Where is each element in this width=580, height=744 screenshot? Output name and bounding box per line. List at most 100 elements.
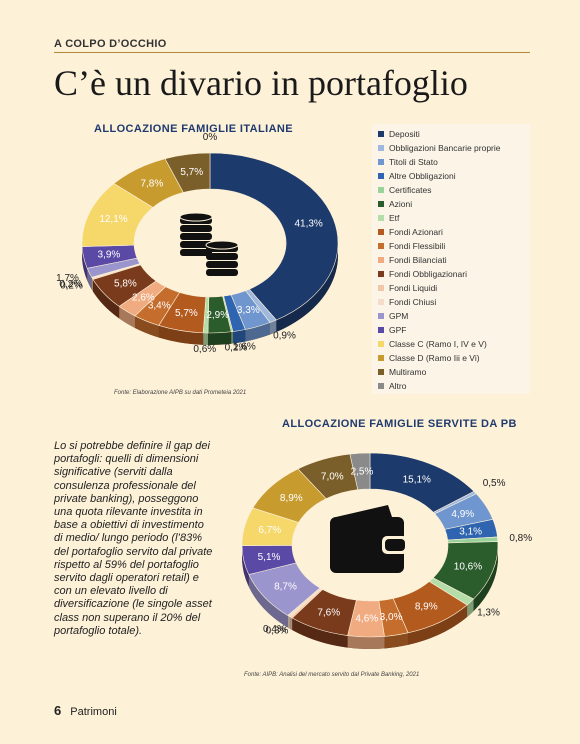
slice-side (158, 325, 204, 345)
data-label: 3,4% (148, 301, 171, 312)
legend-label: Fondi Flessibili (389, 241, 446, 251)
legend-swatch (378, 173, 384, 179)
legend-swatch (378, 131, 384, 137)
legend-label: Fondi Liquidi (389, 283, 438, 293)
body-paragraph: Lo si potrebbe definire il gap dei porta… (54, 440, 213, 637)
legend-swatch (378, 257, 384, 263)
legend-swatch (378, 355, 384, 361)
legend-item: Certificates (378, 183, 524, 197)
legend-label: GPM (389, 311, 409, 321)
wallet-icon (330, 505, 408, 573)
legend-swatch (378, 187, 384, 193)
data-label: 5,7% (180, 167, 203, 178)
legend-item: GPM (378, 309, 524, 323)
slice-side (82, 246, 88, 281)
slice-side (384, 632, 409, 649)
legend-label: Depositi (389, 129, 420, 139)
data-label: 7,0% (321, 472, 344, 483)
slice-side (119, 306, 136, 328)
data-label: 3,9% (98, 250, 121, 261)
slice-side (292, 618, 348, 648)
slice-side (408, 604, 468, 645)
slice-side (276, 243, 338, 333)
legend-swatch (378, 201, 384, 207)
legend-item: Classe C (Ramo I, IV e V) (378, 337, 524, 351)
data-label: 1,6% (233, 341, 256, 352)
data-label: 8,9% (280, 493, 303, 504)
legend-label: Fondi Azionari (389, 227, 443, 237)
legend-label: Etf (389, 213, 400, 223)
legend-item: Fondi Azionari (378, 225, 524, 239)
data-label: 0,8% (509, 533, 532, 544)
slice-side (203, 332, 208, 345)
legend-item: Fondi Liquidi (378, 281, 524, 295)
chart1-source: Fonte: Elaborazione AIPB su dati Promete… (114, 390, 247, 396)
data-label: 0,2% (60, 280, 83, 291)
legend-swatch (378, 145, 384, 151)
legend-swatch (378, 215, 384, 221)
data-label: 4,6% (355, 614, 378, 625)
data-label: 5,1% (258, 552, 281, 563)
slice-side (473, 545, 498, 612)
legend-label: GPF (389, 325, 407, 335)
legend-label: Multiramo (389, 367, 427, 377)
donut-chart-1: 41,3%0,9%3,3%1,6%0,2%2,9%0,6%5,7%3,4%2,6… (56, 132, 339, 355)
legend-swatch (378, 327, 384, 333)
slice-side (232, 329, 246, 344)
data-label: 3,3% (237, 305, 260, 316)
legend-label: Altro (389, 381, 407, 391)
data-label: 0,5% (483, 478, 506, 489)
legend-label: Certificates (389, 185, 432, 195)
legend-swatch (378, 243, 384, 249)
legend-label: Obbligazioni Bancarie proprie (389, 143, 501, 153)
page-footer: 6 Patrimoni (54, 703, 117, 718)
data-label: 0,2% (59, 279, 82, 290)
data-label: 2,6% (132, 293, 155, 304)
slice-side (231, 331, 233, 344)
legend-swatch (378, 313, 384, 319)
data-label: 2,5% (351, 467, 374, 478)
chart2-title: ALLOCAZIONE FAMIGLIE SERVITE DA PB (282, 418, 517, 430)
legend-label: Titoli di Stato (389, 157, 438, 167)
data-label: 0,9% (273, 330, 296, 341)
slice-side (467, 599, 474, 617)
chart-legend: Depositi Obbligazioni Bancarie proprie Tit… (372, 124, 530, 394)
slice-side (287, 615, 291, 629)
legend-swatch (378, 229, 384, 235)
data-label: 7,6% (317, 607, 340, 618)
legend-swatch (378, 159, 384, 165)
data-label: 10,6% (454, 561, 482, 572)
slice-side (87, 268, 92, 290)
legend-label: Altre Obbligazioni (389, 171, 456, 181)
slice-side (92, 279, 120, 319)
data-label: 0,2% (225, 343, 248, 354)
data-label: 41,3% (294, 219, 322, 230)
data-label: 7,8% (140, 179, 163, 190)
legend-item: Etf (378, 211, 524, 225)
data-label: 6,7% (258, 525, 281, 536)
data-label: 3,0% (380, 612, 403, 623)
data-label: 3,1% (459, 526, 482, 537)
legend-label: Fondi Bilanciati (389, 255, 447, 265)
legend-label: Azioni (389, 199, 413, 209)
legend-item: GPF (378, 323, 524, 337)
slice-side (269, 320, 277, 335)
legend-item: Altro (378, 379, 524, 393)
legend-item: Fondi Flessibili (378, 239, 524, 253)
data-label: 1,7% (56, 273, 79, 284)
data-label: 5,7% (175, 308, 198, 319)
data-label: 12,1% (99, 214, 127, 225)
data-label: 2,9% (206, 310, 229, 321)
slice-side (91, 277, 93, 291)
data-label: 8,7% (274, 582, 297, 593)
legend-label: Fondi Chiusi (389, 297, 437, 307)
legend-item: Fondi Chiusi (378, 295, 524, 309)
data-label: 0,3% (266, 626, 289, 637)
data-label: 0,4% (263, 624, 286, 635)
slice-side (290, 616, 293, 631)
coin-stack-icon (179, 212, 239, 276)
legend-item: Obbligazioni Bancarie proprie (378, 141, 524, 155)
chart2-source: Fonte: AIPB: Analisi del mercato servito… (244, 672, 420, 678)
legend-item: Altre Obbligazioni (378, 169, 524, 183)
